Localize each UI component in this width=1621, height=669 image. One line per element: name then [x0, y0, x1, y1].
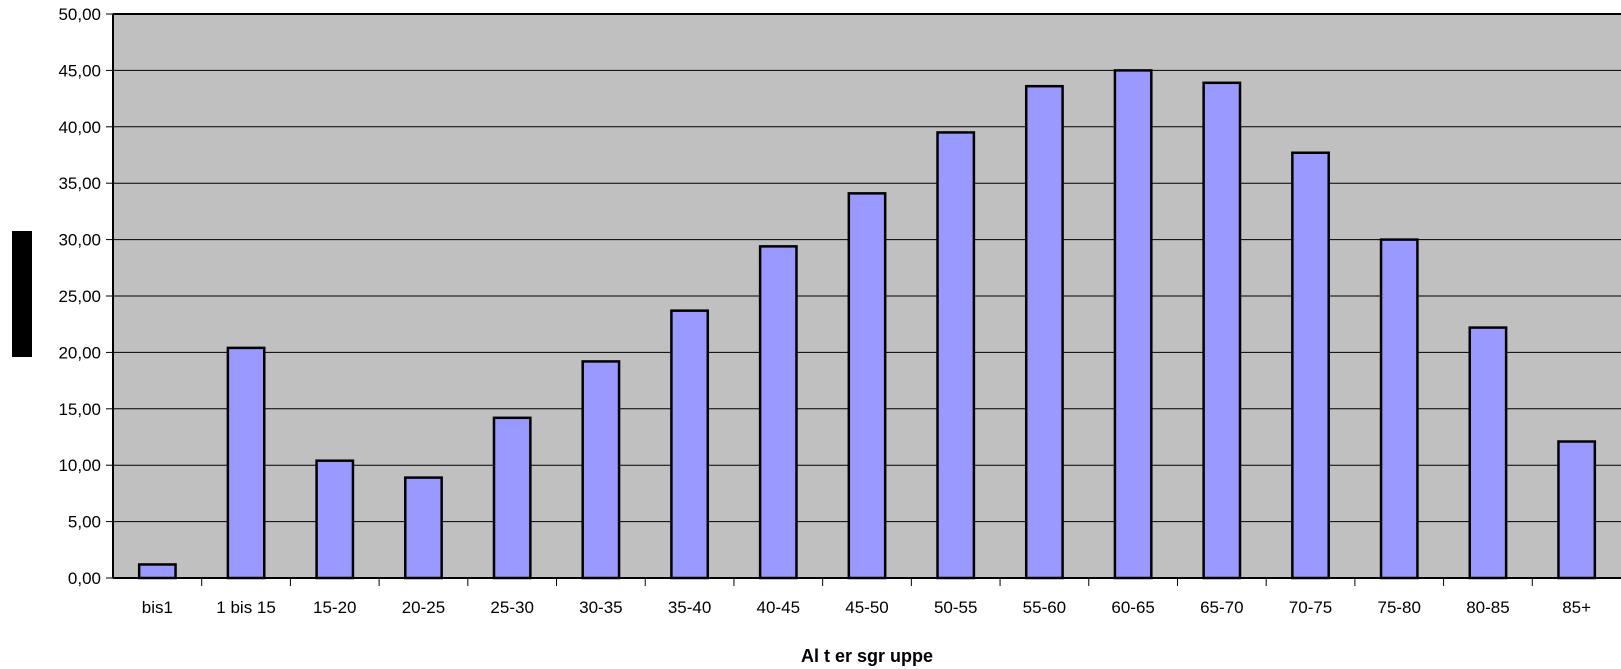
- bar: [847, 192, 887, 580]
- x-axis-title: Al t er sgr uppe: [801, 646, 933, 666]
- x-tick-label: 45-50: [845, 598, 888, 617]
- bar: [581, 360, 621, 580]
- y-tick-label: 25,00: [58, 287, 101, 306]
- x-tick-label: 80-85: [1466, 598, 1509, 617]
- y-tick-label: 0,00: [68, 569, 101, 588]
- x-tick-label: 35-40: [668, 598, 711, 617]
- y-tick-label: 20,00: [58, 343, 101, 362]
- bar: [1113, 69, 1153, 580]
- bar: [1291, 151, 1330, 580]
- x-tick-label: 55-60: [1023, 598, 1066, 617]
- y-tick-label: 5,00: [68, 513, 101, 532]
- x-tick-label: bis1: [142, 598, 173, 617]
- bar: [404, 476, 443, 580]
- x-tick-label: 85+: [1562, 598, 1591, 617]
- bar: [1379, 238, 1419, 580]
- x-tick-label: 70-75: [1289, 598, 1332, 617]
- bar: [936, 131, 976, 580]
- x-tick-label: 25-30: [490, 598, 533, 617]
- x-tick-label: 60-65: [1111, 598, 1154, 617]
- y-tick-label: 45,00: [58, 61, 101, 80]
- bar: [492, 416, 532, 580]
- y-tick-label: 50,00: [58, 5, 101, 24]
- x-tick-label: 50-55: [934, 598, 977, 617]
- bar: [758, 245, 798, 580]
- y-tick-label: 10,00: [58, 456, 101, 475]
- bar: [137, 563, 177, 580]
- bar: [670, 309, 710, 580]
- y-tick-label: 15,00: [58, 400, 101, 419]
- bar: [226, 346, 266, 580]
- bar: [1468, 326, 1508, 580]
- y-tick-label: 35,00: [58, 174, 101, 193]
- y-tick-label: 40,00: [58, 118, 101, 137]
- bar: [1024, 84, 1064, 580]
- x-tick-label: 40-45: [757, 598, 800, 617]
- bar: [1557, 440, 1597, 580]
- y-tick-labels: 0,00 5,00 10,00 15,00 20,00 25,00 30,00 35,00 40…: [58, 5, 101, 588]
- x-tick-label: 65-70: [1200, 598, 1243, 617]
- x-tick-label: 30-35: [579, 598, 622, 617]
- bar: [1202, 81, 1242, 580]
- axes: [112, 14, 1621, 579]
- x-tick-labels: bis1 1 bis 15 15-20 20-25 25-30 30-35 35-40 40-…: [142, 578, 1591, 617]
- x-tick-label: 15-20: [313, 598, 356, 617]
- x-tick-label: 20-25: [402, 598, 445, 617]
- bar: [315, 459, 355, 580]
- x-tick-label: 1 bis 15: [216, 598, 276, 617]
- x-tick-label: 75-80: [1377, 598, 1420, 617]
- y-axis-title-block: [12, 231, 32, 357]
- y-tick-label: 30,00: [58, 231, 101, 250]
